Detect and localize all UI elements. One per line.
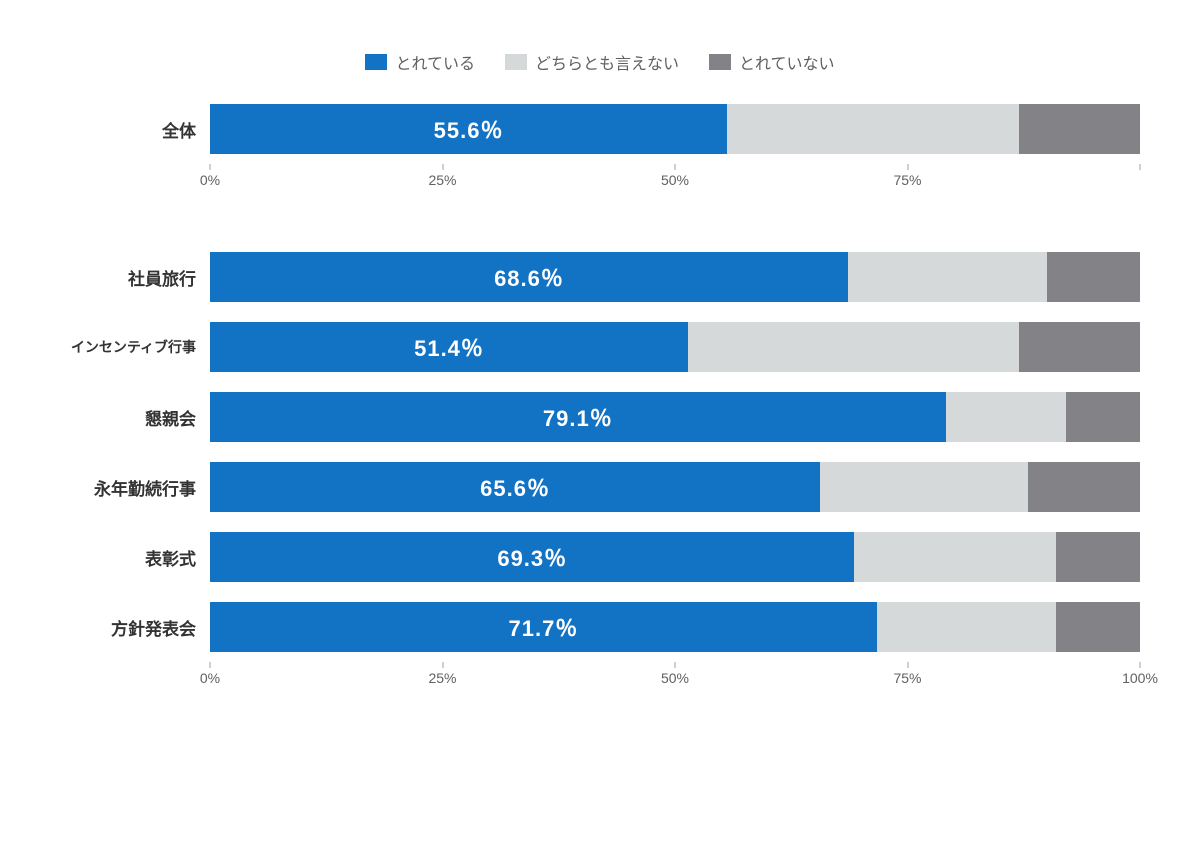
legend-item: とれていない: [709, 50, 835, 74]
tick-label: 50%: [661, 670, 689, 686]
tick-line: [1140, 164, 1141, 170]
tick-label: 100%: [1122, 670, 1158, 686]
legend-swatch: [365, 54, 387, 70]
legend-swatch: [505, 54, 527, 70]
chart-section: 全体55.6％ 0% 25% 50% 75%: [60, 104, 1140, 192]
bar-segment: [1066, 392, 1140, 442]
legend-item: とれている: [365, 50, 475, 74]
bar-row: 方針発表会71.7％: [60, 602, 1140, 652]
tick-line: [210, 662, 211, 668]
legend-item: どちらとも言えない: [505, 50, 679, 74]
bar-segment: 68.6％: [210, 252, 848, 302]
bar-segment: [1028, 462, 1140, 512]
bar-segment: [688, 322, 1019, 372]
bar-segment: [1056, 532, 1140, 582]
row-label: 全体: [60, 117, 210, 142]
bar-segment: 51.4％: [210, 322, 688, 372]
legend-label: とれていない: [739, 50, 835, 74]
tick-line: [675, 662, 676, 668]
bar-segment: 65.6％: [210, 462, 820, 512]
bar-segment: 55.6％: [210, 104, 727, 154]
row-label: 懇親会: [60, 405, 210, 430]
bar-segment: [820, 462, 1028, 512]
bar-segment: [946, 392, 1066, 442]
bar-segment: [1056, 602, 1140, 652]
bar-segment: [854, 532, 1056, 582]
bar-segment: [1019, 104, 1140, 154]
tick-label: 0%: [200, 172, 220, 188]
bar-row: 懇親会79.1％: [60, 392, 1140, 442]
stacked-bar: 55.6％: [210, 104, 1140, 154]
bar-row: 社員旅行68.6％: [60, 252, 1140, 302]
tick-line: [210, 164, 211, 170]
tick-line: [907, 662, 908, 668]
tick-label: 0%: [200, 670, 220, 686]
tick-line: [442, 164, 443, 170]
stacked-bar: 79.1％: [210, 392, 1140, 442]
tick-line: [1140, 662, 1141, 668]
bar-segment: 71.7％: [210, 602, 877, 652]
legend-label: とれている: [395, 50, 475, 74]
tick-label: 75%: [893, 670, 921, 686]
legend-swatch: [709, 54, 731, 70]
bar-row: 表彰式69.3％: [60, 532, 1140, 582]
bar-row: インセンティブ行事51.4％: [60, 322, 1140, 372]
stacked-bar: 71.7％: [210, 602, 1140, 652]
tick-label: 75%: [893, 172, 921, 188]
tick-line: [675, 164, 676, 170]
bar-segment: [877, 602, 1056, 652]
x-axis: 0% 25% 50% 75%: [60, 164, 1140, 192]
tick-line: [442, 662, 443, 668]
bar-segment: 79.1％: [210, 392, 946, 442]
stacked-bar: 51.4％: [210, 322, 1140, 372]
tick-line: [907, 164, 908, 170]
tick-label: 25%: [428, 172, 456, 188]
tick-label: 25%: [428, 670, 456, 686]
stacked-bar: 65.6％: [210, 462, 1140, 512]
tick-label: 50%: [661, 172, 689, 188]
bar-segment: [1047, 252, 1140, 302]
row-label: 方針発表会: [60, 615, 210, 640]
row-label: インセンティブ行事: [60, 337, 210, 357]
legend: とれている どちらとも言えない とれていない: [60, 50, 1140, 74]
stacked-bar: 68.6％: [210, 252, 1140, 302]
row-label: 永年勤続行事: [60, 475, 210, 500]
bar-row: 永年勤続行事65.6％: [60, 462, 1140, 512]
chart-section: 社員旅行68.6％ インセンティブ行事51.4％ 懇親会79.1％ 永年勤続行事65.…: [60, 252, 1140, 690]
legend-label: どちらとも言えない: [535, 50, 679, 74]
bar-segment: [848, 252, 1047, 302]
bar-segment: [727, 104, 1019, 154]
x-axis: 0%25%50%75%100%: [60, 662, 1140, 690]
bar-segment: 69.3％: [210, 532, 854, 582]
bar-segment: [1019, 322, 1140, 372]
row-label: 社員旅行: [60, 265, 210, 290]
stacked-bar: 69.3％: [210, 532, 1140, 582]
bar-row: 全体55.6％: [60, 104, 1140, 154]
row-label: 表彰式: [60, 545, 210, 570]
